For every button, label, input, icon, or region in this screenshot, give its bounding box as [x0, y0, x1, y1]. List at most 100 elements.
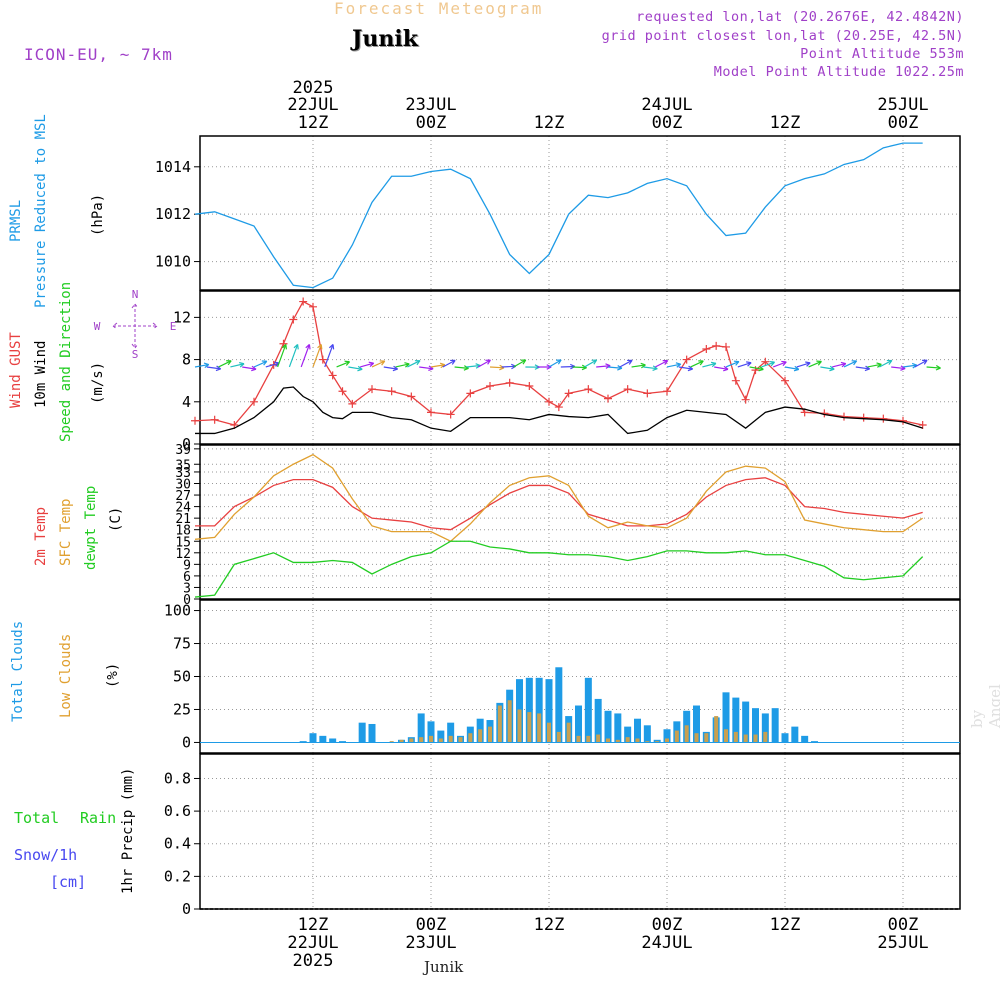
low-cloud-bar	[576, 735, 581, 743]
total-cloud-bar	[771, 708, 779, 743]
gust-marker	[299, 297, 308, 306]
wind-arrow-head	[215, 365, 222, 372]
low-cloud-bar	[684, 725, 689, 743]
low-cloud-bar	[399, 739, 404, 743]
wind-direction-arrow	[678, 366, 693, 370]
bottom-axis-date: 22JUL	[287, 933, 338, 953]
bottom-axis-time: 12Z	[770, 915, 801, 935]
compass-south: S	[132, 348, 139, 361]
wind-arrow-head	[439, 362, 446, 369]
wind-arrow-head	[840, 361, 847, 368]
bottom-axis-date: 25JUL	[877, 933, 928, 953]
compass-east: E	[170, 320, 177, 333]
gust-marker	[525, 381, 534, 390]
gust-marker	[309, 302, 317, 311]
gust-marker	[584, 385, 593, 394]
low-cloud-bar	[615, 739, 620, 743]
wind-arrow-head	[281, 343, 288, 350]
y-tick-label: 0	[182, 733, 191, 751]
low-cloud-bar	[429, 735, 433, 743]
wind-direction-arrow	[277, 344, 287, 368]
wind-arrow-head	[239, 361, 245, 368]
total-cloud-bar	[604, 710, 612, 743]
low-cloud-bar	[419, 737, 424, 743]
gust-marker	[731, 376, 740, 385]
top-axis-time: 12Z	[534, 113, 565, 133]
wind-arrow-head	[293, 343, 299, 350]
wind-direction-arrow	[737, 362, 752, 368]
total-cloud-bar	[555, 667, 563, 743]
model-label: ICON-EU, ~ 7km	[24, 45, 173, 64]
total-cloud-bar	[309, 733, 317, 743]
wind-arrow-head	[414, 360, 421, 366]
y-tick-label: 8	[182, 351, 191, 369]
top-axis-time: 00Z	[416, 113, 447, 133]
wind-arrow-head	[485, 359, 491, 365]
requested-coords: requested lon,lat (20.2676E, 42.4842N)	[636, 9, 964, 25]
y-tick-label: 1014	[155, 158, 191, 176]
wind-direction-arrow	[584, 359, 597, 368]
gust-marker	[702, 345, 711, 354]
snow-unit: [cm]	[50, 873, 87, 891]
gust-marker	[712, 341, 721, 350]
gust-marker	[250, 397, 258, 406]
low-cloud-bar	[743, 734, 748, 743]
y-tick-label: 18	[175, 524, 191, 539]
low-cloud-bar	[724, 729, 728, 743]
wind-direction-arrow	[666, 363, 681, 368]
rain-label-total: Total	[14, 809, 60, 827]
wind-direction-arrow	[466, 364, 481, 368]
wind-arrow-head	[922, 359, 928, 365]
total-cloud-bar	[319, 735, 327, 743]
bottom-axis-time: 00Z	[416, 915, 447, 935]
product-title: Forecast Meteogram	[334, 0, 544, 18]
low-cloud-bar	[704, 733, 709, 743]
total-cloud-bar	[614, 713, 622, 743]
wind-arrow-head	[261, 360, 268, 366]
bottom-axis-time: 00Z	[888, 915, 919, 935]
panel-frame-clouds	[199, 599, 961, 754]
wind-direction-arrow	[206, 366, 221, 370]
top-axis-date: 25JUL	[877, 95, 928, 115]
wind-arrow-head	[758, 365, 764, 372]
wind-direction-arrow	[253, 360, 268, 368]
total-cloud-bar	[594, 698, 602, 743]
panel-frame-wind	[199, 290, 961, 445]
gust-marker	[328, 371, 337, 380]
wind-arrow-head	[317, 343, 323, 350]
series-dewpoint	[194, 540, 924, 598]
wind-arrow-head	[733, 360, 740, 366]
low-cloud-bar	[596, 734, 601, 743]
wind-arrow-head	[662, 360, 669, 366]
gust-marker	[191, 416, 199, 425]
top-axis-year: 2025	[293, 78, 334, 98]
low-cloud-bar	[438, 738, 443, 743]
low-cloud-bar	[714, 716, 719, 743]
gust-marker	[643, 389, 652, 398]
wind-arrow-head	[723, 365, 729, 372]
wind-arrow-head	[793, 365, 800, 372]
top-axis-time: 00Z	[888, 113, 919, 133]
total-cloud-bar	[742, 701, 750, 743]
point-altitude: Point Altitude 553m	[800, 46, 964, 62]
wind-direction-arrow	[749, 366, 764, 370]
location-title: Junik	[352, 26, 418, 52]
wind-direction-arrow	[489, 366, 505, 369]
gust-marker	[761, 357, 770, 366]
low-cloud-bar	[645, 741, 650, 743]
wind-arrow-head	[344, 360, 351, 366]
low-cloud-bar	[448, 735, 453, 743]
bottom-axis-time: 00Z	[652, 915, 683, 935]
y-tick-label: 21	[175, 512, 191, 527]
wind-direction-arrow	[513, 359, 527, 368]
wind-arrow-head	[627, 359, 633, 365]
compass-rose-icon	[112, 303, 158, 349]
total-cloud-bar	[299, 741, 307, 743]
wind-direction-arrow	[442, 359, 456, 368]
panel-frame-pressure	[199, 135, 961, 291]
series-wind-gust	[194, 300, 923, 426]
total-cloud-bar	[791, 726, 799, 743]
wind-direction-arrow	[265, 362, 280, 368]
total-cloud-bar	[368, 723, 376, 743]
wind-direction-arrow	[230, 363, 245, 368]
